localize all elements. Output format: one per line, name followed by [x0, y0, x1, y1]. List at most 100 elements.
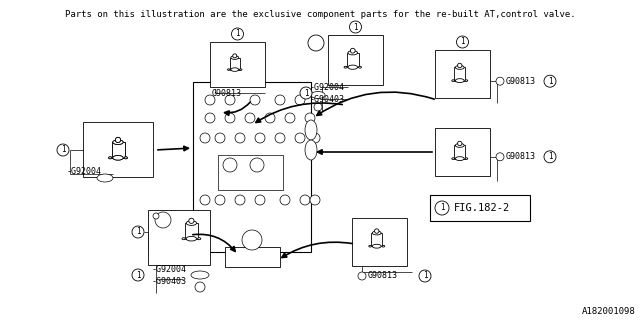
Ellipse shape [97, 174, 113, 182]
Text: 1: 1 [136, 270, 140, 279]
Ellipse shape [372, 244, 381, 248]
Ellipse shape [452, 80, 454, 81]
Circle shape [419, 270, 431, 282]
Text: -G90403: -G90403 [310, 94, 345, 103]
Circle shape [223, 158, 237, 172]
Bar [352, 218, 407, 266]
Text: 1: 1 [136, 228, 140, 236]
Ellipse shape [113, 140, 123, 144]
Ellipse shape [344, 66, 347, 68]
Text: FIG.182-2: FIG.182-2 [454, 203, 510, 213]
Text: Parts on this illustration are the exclusive component parts for the re-built AT: Parts on this illustration are the exclu… [65, 10, 575, 19]
Circle shape [295, 95, 305, 105]
Text: 1: 1 [304, 89, 308, 98]
Circle shape [374, 229, 379, 233]
Ellipse shape [227, 69, 230, 70]
Bar [454, 68, 465, 81]
Ellipse shape [465, 158, 468, 159]
Bar [111, 142, 125, 158]
Circle shape [215, 133, 225, 143]
Circle shape [295, 133, 305, 143]
Circle shape [115, 137, 120, 142]
Ellipse shape [305, 140, 317, 160]
Circle shape [308, 35, 324, 51]
Circle shape [349, 21, 362, 33]
Bar [430, 195, 530, 221]
Circle shape [265, 113, 275, 123]
Ellipse shape [231, 56, 239, 59]
Ellipse shape [311, 92, 325, 99]
Bar [193, 82, 311, 252]
Circle shape [235, 133, 245, 143]
Circle shape [544, 75, 556, 87]
Circle shape [255, 195, 265, 205]
Bar [185, 223, 198, 239]
Text: 1: 1 [460, 37, 465, 46]
Text: G90813: G90813 [212, 89, 242, 98]
Text: -G90403: -G90403 [152, 276, 187, 285]
Circle shape [155, 212, 171, 228]
Text: 1: 1 [353, 22, 358, 31]
Circle shape [458, 141, 462, 146]
Circle shape [232, 28, 243, 40]
Text: G90813: G90813 [506, 77, 536, 86]
Bar [371, 233, 382, 246]
Text: A182001098: A182001098 [582, 307, 636, 316]
Circle shape [200, 133, 210, 143]
Circle shape [255, 133, 265, 143]
Ellipse shape [455, 143, 464, 147]
Ellipse shape [455, 79, 464, 83]
Ellipse shape [465, 80, 468, 81]
Ellipse shape [182, 238, 185, 240]
Bar [111, 142, 125, 158]
Bar [435, 128, 490, 176]
Text: 1: 1 [440, 204, 444, 212]
Circle shape [456, 36, 468, 48]
Bar [210, 42, 265, 87]
Bar [230, 58, 240, 70]
Ellipse shape [231, 68, 239, 71]
Ellipse shape [452, 158, 454, 159]
Circle shape [225, 113, 235, 123]
Circle shape [189, 218, 194, 223]
Ellipse shape [113, 140, 123, 144]
Circle shape [115, 137, 120, 142]
Circle shape [496, 153, 504, 161]
Circle shape [132, 269, 144, 281]
Circle shape [280, 195, 290, 205]
Ellipse shape [191, 271, 209, 279]
Ellipse shape [455, 157, 464, 161]
Bar [225, 247, 280, 267]
Text: -G92004: -G92004 [67, 167, 102, 177]
Circle shape [250, 95, 260, 105]
Ellipse shape [198, 238, 201, 240]
Ellipse shape [124, 157, 127, 159]
Circle shape [300, 87, 312, 99]
Circle shape [215, 195, 225, 205]
Bar [83, 122, 153, 177]
Ellipse shape [369, 245, 372, 247]
Ellipse shape [239, 69, 242, 70]
Bar [218, 155, 283, 190]
Text: -G92004: -G92004 [152, 265, 187, 274]
Circle shape [235, 195, 245, 205]
Circle shape [275, 95, 285, 105]
Ellipse shape [455, 66, 464, 69]
Circle shape [435, 201, 449, 215]
Text: G90813: G90813 [506, 152, 536, 161]
Circle shape [205, 95, 215, 105]
Text: 1: 1 [61, 146, 65, 155]
Circle shape [245, 113, 255, 123]
Bar [148, 210, 210, 265]
Circle shape [225, 95, 235, 105]
Bar [347, 53, 359, 67]
Circle shape [132, 226, 144, 238]
Ellipse shape [113, 156, 123, 160]
Text: 1: 1 [235, 29, 240, 38]
Circle shape [358, 272, 366, 280]
Ellipse shape [358, 66, 362, 68]
Circle shape [275, 133, 285, 143]
Circle shape [285, 113, 295, 123]
Text: G90813: G90813 [368, 271, 398, 281]
Text: -G92004: -G92004 [310, 83, 345, 92]
